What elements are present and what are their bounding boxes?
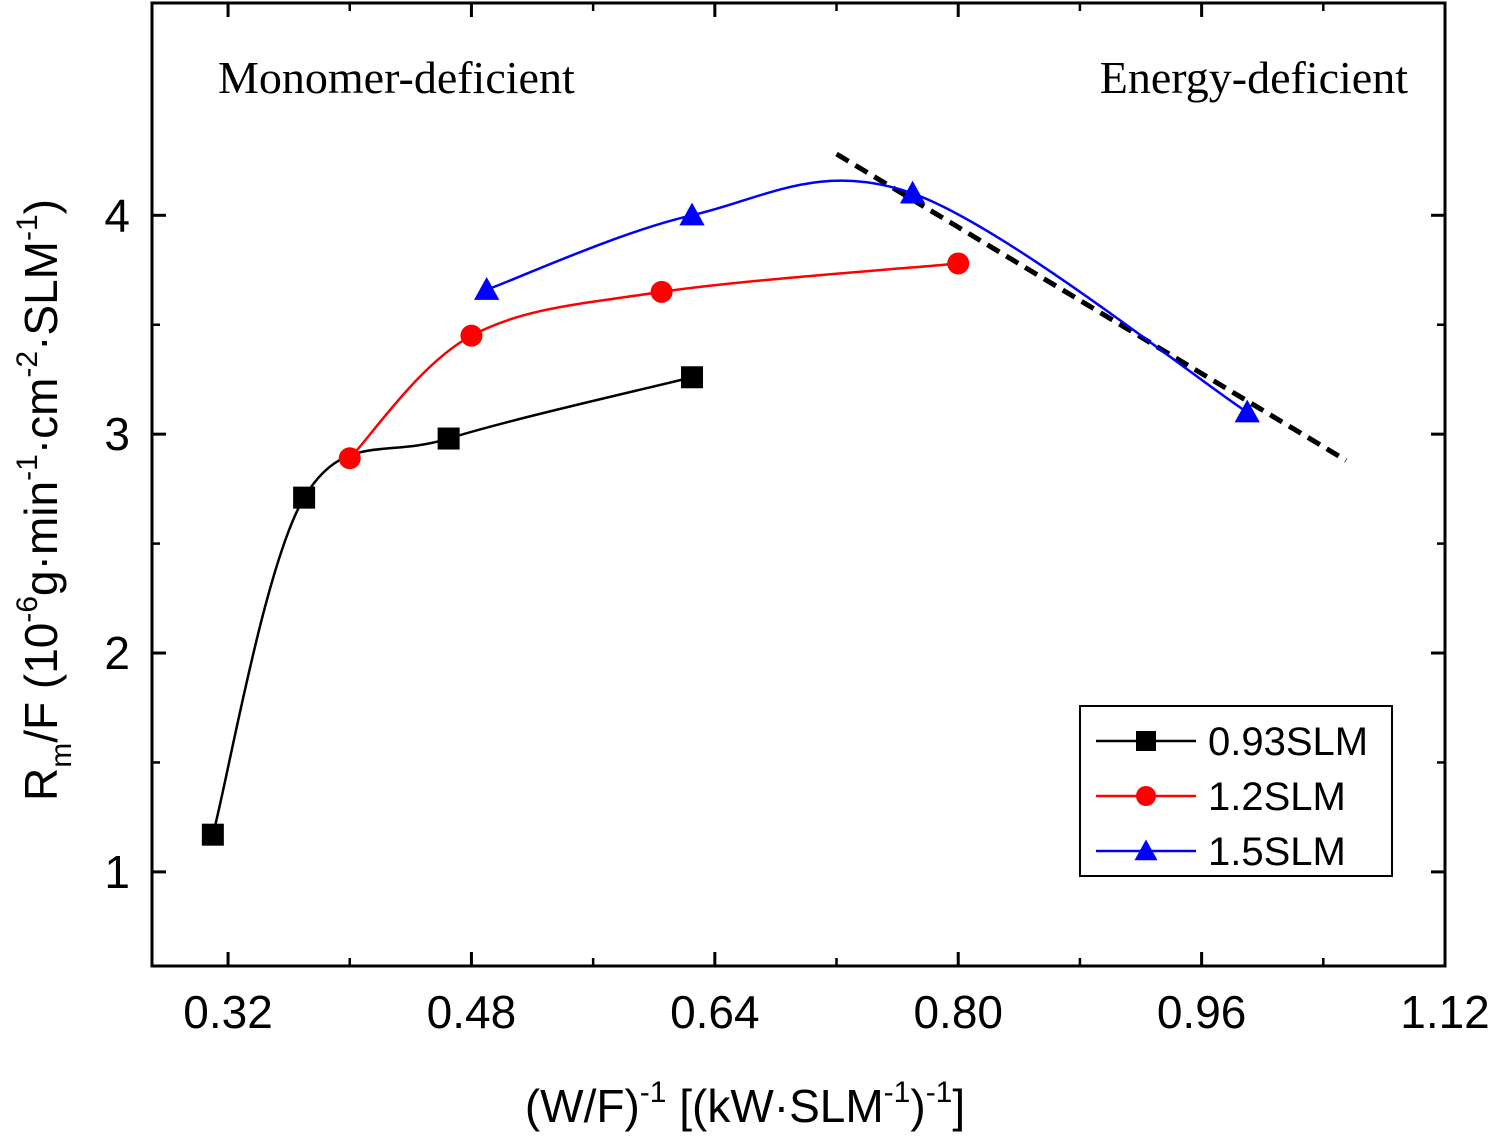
legend-marker-1-5slm [1134,839,1158,861]
series-line-1-2slm [348,262,959,460]
x-tick-label: 0.32 [183,986,273,1038]
series-layer [201,179,1260,846]
legend-label-1-2slm: 1.2SLM [1208,775,1346,819]
x-axis-title: (W/F)-1 [(kW·SLM-1)-1] [525,1076,965,1132]
data-point-0-93slm [293,486,316,509]
x-tick-label: 0.48 [427,986,517,1038]
data-point-1-2slm [947,252,970,275]
annotation-energy-deficient: Energy-deficient [1100,52,1408,103]
annotations-layer: Monomer-deficient Energy-deficient [218,52,1408,103]
axis-ticks: 0.32 0.48 0.64 0.80 0.96 1.12 1 2 3 4 [104,3,1490,1038]
data-point-0-93slm [681,366,704,389]
y-axis-title: Rm/F (10-6g·min-1·cm-2·SLM-1) [11,199,78,801]
data-point-0-93slm [201,823,224,846]
fit-line-layer [835,151,1348,463]
y-tick-label: 3 [104,408,130,460]
annotation-monomer-deficient: Monomer-deficient [218,52,575,103]
y-tick-label: 4 [104,189,130,241]
legend-label-0-93slm: 0.93SLM [1208,720,1368,764]
legend-marker-0-93slm [1136,731,1156,751]
data-point-1-2slm [460,324,483,347]
legend-box [1079,705,1393,877]
data-point-0-93slm [437,427,460,450]
y-tick-label: 1 [104,846,130,898]
plot-frame [150,1,1447,968]
data-point-1-2slm [650,280,673,303]
x-tick-label: 0.80 [913,986,1003,1038]
data-point-1-5slm [679,202,705,226]
data-point-1-5slm [899,180,926,204]
x-tick-label: 1.12 [1400,986,1490,1038]
legend: 0.93SLM 1.2SLM 1.5SLM [1079,705,1393,877]
series-line-1-5slm [486,179,1248,414]
data-point-1-2slm [338,447,361,470]
x-tick-label: 0.96 [1157,986,1247,1038]
data-point-1-5slm [1234,399,1260,423]
x-tick-label: 0.64 [670,986,760,1038]
plot-area [150,1,1447,968]
fit-line-energy-deficient [835,151,1348,463]
legend-marker-1-2slm [1136,786,1156,806]
y-tick-label: 2 [104,627,130,679]
legend-label-1-5slm: 1.5SLM [1208,830,1346,874]
data-point-1-5slm [474,277,500,300]
